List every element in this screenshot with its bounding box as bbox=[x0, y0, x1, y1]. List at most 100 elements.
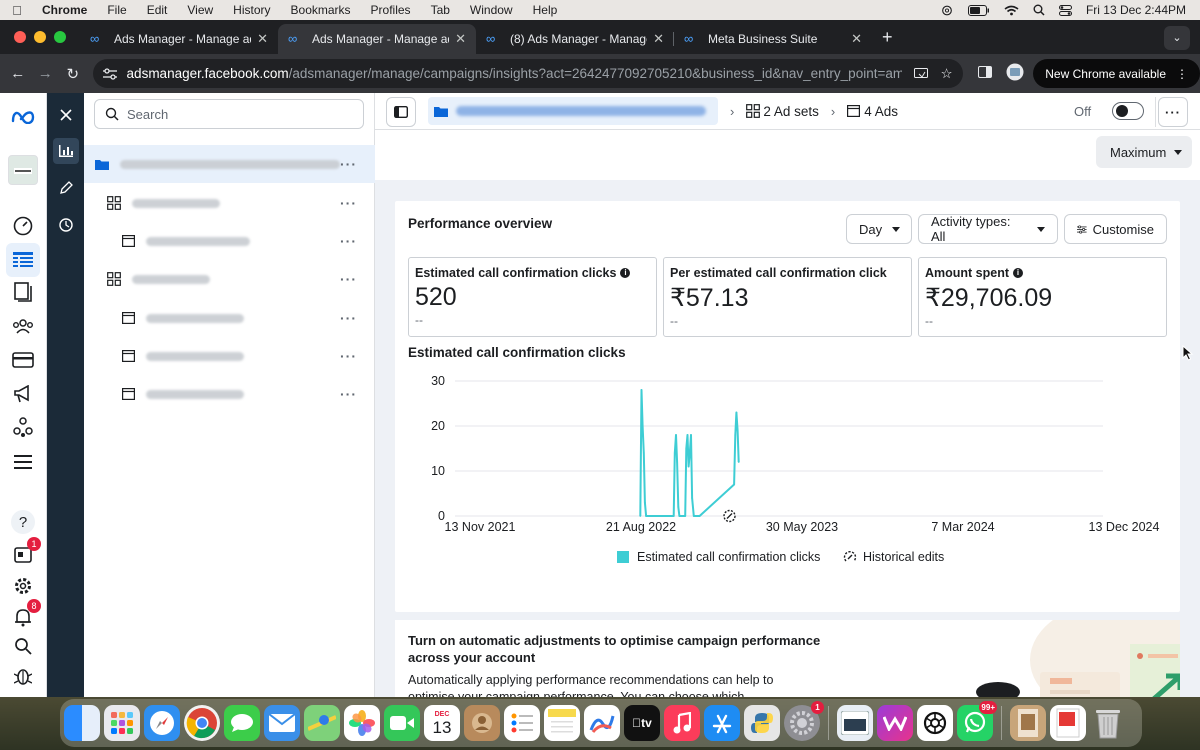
menu-app-name[interactable]: Chrome bbox=[42, 3, 88, 17]
more-options-icon[interactable]: ··· bbox=[340, 271, 357, 287]
granularity-dropdown[interactable]: Day bbox=[846, 214, 912, 244]
notifications-bell-icon[interactable]: 8 bbox=[11, 599, 41, 629]
battery-icon[interactable] bbox=[967, 4, 990, 16]
wps-office-app-icon[interactable] bbox=[877, 705, 913, 741]
notes-app-icon[interactable] bbox=[544, 705, 580, 741]
all-tools-menu-icon[interactable] bbox=[11, 450, 35, 474]
history-clock-icon[interactable] bbox=[53, 212, 79, 238]
mail-app-icon[interactable] bbox=[264, 705, 300, 741]
preview-window-thumbnail[interactable] bbox=[837, 705, 873, 741]
cast-icon[interactable] bbox=[914, 67, 929, 80]
wifi-icon[interactable] bbox=[1004, 5, 1019, 16]
system-settings-app-icon[interactable]: 1 bbox=[784, 701, 824, 741]
new-chrome-available-button[interactable]: New Chrome available ⋮ bbox=[1033, 59, 1200, 88]
browser-tab-2-active[interactable]: ∞ Ads Manager - Manage ads - ✕ bbox=[278, 24, 476, 54]
python-launcher-app-icon[interactable] bbox=[744, 705, 780, 741]
bookmark-star-icon[interactable]: ☆ bbox=[940, 65, 953, 81]
close-tab-icon[interactable]: ✕ bbox=[455, 31, 466, 46]
back-icon[interactable]: ← bbox=[10, 65, 26, 82]
profile-avatar-icon[interactable] bbox=[1000, 63, 1029, 84]
menu-bookmarks[interactable]: Bookmarks bbox=[290, 3, 351, 17]
more-options-icon[interactable]: ··· bbox=[340, 310, 357, 326]
messages-app-icon[interactable] bbox=[224, 705, 260, 741]
pdf-document-icon[interactable] bbox=[1050, 705, 1086, 741]
attribution-dropdown[interactable]: Maximum bbox=[1096, 136, 1192, 168]
site-settings-icon[interactable] bbox=[102, 67, 117, 80]
close-window-button[interactable] bbox=[14, 31, 26, 43]
menu-file[interactable]: File bbox=[107, 3, 127, 17]
close-tab-icon[interactable]: ✕ bbox=[653, 31, 664, 46]
more-options-icon[interactable]: ··· bbox=[340, 233, 357, 249]
more-actions-button[interactable]: ··· bbox=[1158, 97, 1188, 127]
tab-search-icon[interactable]: ⌄ bbox=[1164, 26, 1190, 50]
account-avatar[interactable] bbox=[8, 155, 38, 185]
tree-row-ad[interactable]: ··· bbox=[84, 375, 375, 413]
edit-pencil-icon[interactable] bbox=[53, 175, 79, 201]
more-options-icon[interactable]: ··· bbox=[340, 195, 357, 211]
more-options-icon[interactable]: ··· bbox=[340, 348, 357, 364]
menu-history[interactable]: History bbox=[233, 3, 271, 17]
tree-row-adset[interactable]: ··· bbox=[84, 260, 375, 298]
inbox-icon[interactable]: 1 bbox=[11, 537, 41, 567]
freeform-app-icon[interactable] bbox=[584, 705, 620, 741]
reload-icon[interactable]: ↻ bbox=[66, 65, 80, 83]
performance-line-chart[interactable]: 30 20 10 013 Nov 2021 21 Aug 2022 30 May 2023… bbox=[395, 361, 1180, 541]
tree-row-campaign[interactable]: ··· bbox=[84, 145, 375, 183]
minimize-window-button[interactable] bbox=[34, 31, 46, 43]
info-icon[interactable]: i bbox=[620, 268, 631, 278]
forward-icon[interactable]: → bbox=[37, 65, 53, 82]
menu-tab[interactable]: Tab bbox=[430, 3, 450, 17]
breadcrumb-ad-sets[interactable]: 2 Ad sets bbox=[763, 103, 819, 119]
metric-card-amount-spent[interactable]: Amount spent i ₹29,706.09 -- bbox=[918, 257, 1167, 337]
photos-app-icon[interactable] bbox=[344, 705, 380, 741]
apple-icon[interactable]:  bbox=[0, 3, 34, 18]
finder-app-icon[interactable] bbox=[64, 705, 100, 741]
billing-card-icon[interactable] bbox=[11, 348, 35, 372]
control-center-icon[interactable] bbox=[1058, 4, 1072, 16]
pages-icon[interactable] bbox=[11, 280, 35, 304]
chatgpt-app-icon[interactable] bbox=[917, 705, 953, 741]
facetime-app-icon[interactable] bbox=[384, 705, 420, 741]
safari-app-icon[interactable] bbox=[144, 705, 180, 741]
more-options-icon[interactable]: ··· bbox=[340, 156, 357, 172]
activity-types-dropdown[interactable]: Activity types: All bbox=[918, 214, 1058, 244]
legend-item-historical-edits[interactable]: Historical edits bbox=[843, 550, 944, 564]
clock[interactable]: Fri 13 Dec 2:44PM bbox=[1085, 3, 1186, 17]
report-bug-icon[interactable] bbox=[11, 664, 35, 688]
tree-row-ad[interactable]: ··· bbox=[84, 222, 375, 260]
zoom-window-button[interactable] bbox=[54, 31, 66, 43]
downloads-stack-icon[interactable] bbox=[1010, 705, 1046, 741]
menu-profiles[interactable]: Profiles bbox=[370, 3, 411, 17]
toggle-sidebar-button[interactable] bbox=[386, 97, 416, 127]
more-options-icon[interactable]: ··· bbox=[340, 386, 357, 402]
side-panel-icon[interactable] bbox=[971, 66, 1000, 81]
legend-item-series[interactable]: Estimated call confirmation clicks bbox=[617, 550, 820, 564]
app-store-app-icon[interactable] bbox=[704, 705, 740, 741]
business-network-icon[interactable] bbox=[11, 415, 35, 439]
close-panel-icon[interactable] bbox=[53, 102, 79, 128]
customise-button[interactable]: Customise bbox=[1064, 214, 1167, 244]
meta-logo-icon[interactable] bbox=[11, 105, 35, 129]
breadcrumb-ads[interactable]: 4 Ads bbox=[864, 103, 899, 119]
insights-bar-chart-icon[interactable] bbox=[53, 138, 79, 164]
contacts-app-icon[interactable] bbox=[464, 705, 500, 741]
info-icon[interactable]: i bbox=[1013, 268, 1024, 278]
trash-icon[interactable] bbox=[1090, 705, 1126, 741]
browser-tab-4[interactable]: ∞ Meta Business Suite ✕ bbox=[674, 24, 872, 54]
chrome-app-icon[interactable] bbox=[184, 705, 220, 741]
whatsapp-app-icon[interactable]: 99+ bbox=[957, 701, 997, 741]
dashboard-gauge-icon[interactable] bbox=[11, 214, 35, 238]
campaigns-table-icon[interactable] bbox=[6, 243, 40, 277]
tree-row-adset[interactable]: ··· bbox=[84, 184, 375, 222]
historical-edit-marker[interactable] bbox=[723, 509, 736, 523]
launchpad-app-icon[interactable] bbox=[104, 705, 140, 741]
help-icon[interactable]: ? bbox=[11, 510, 35, 534]
new-tab-button[interactable]: + bbox=[882, 27, 893, 47]
spotlight-search-icon[interactable] bbox=[1033, 4, 1045, 16]
search-icon[interactable] bbox=[11, 634, 35, 658]
megaphone-icon[interactable] bbox=[11, 382, 35, 406]
menu-view[interactable]: View bbox=[187, 3, 214, 17]
menu-window[interactable]: Window bbox=[469, 3, 513, 17]
calendar-app-icon[interactable]: DEC 13 bbox=[424, 705, 460, 741]
browser-tab-3[interactable]: ∞ (8) Ads Manager - Manage ac ✕ bbox=[476, 24, 674, 54]
